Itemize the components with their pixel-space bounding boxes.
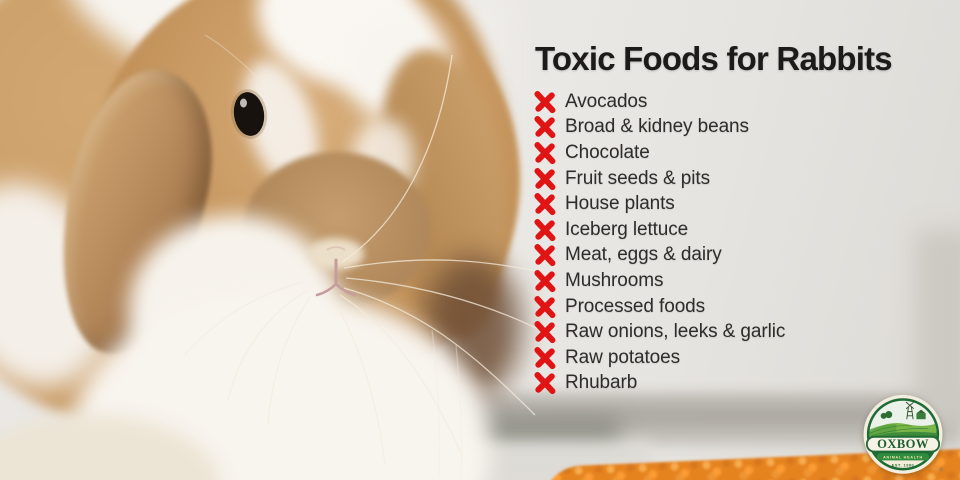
red-x-icon xyxy=(533,347,556,369)
rabbit-nose-patch xyxy=(308,238,364,270)
logo-brand-text: OXBOW xyxy=(877,437,929,451)
red-x-icon xyxy=(533,372,556,394)
food-item-label: Avocados xyxy=(565,90,648,112)
list-item: Rhubarb xyxy=(533,371,953,397)
list-item: House plants xyxy=(533,191,953,217)
food-item-label: Raw potatoes xyxy=(565,346,680,368)
toxic-foods-panel: Toxic Foods for Rabbits Avocados Broad &… xyxy=(533,40,953,396)
food-item-label: Chocolate xyxy=(565,141,650,163)
logo-ribbon xyxy=(876,453,930,461)
oxbow-logo: OXBOW ANIMAL HEALTH EST. 1980 ® xyxy=(861,394,945,478)
food-item-label: Raw onions, leeks & garlic xyxy=(565,321,786,343)
food-item-label: House plants xyxy=(565,193,675,215)
food-item-label: Meat, eggs & dairy xyxy=(565,244,722,266)
list-item: Mushrooms xyxy=(533,268,953,294)
list-item: Broad & kidney beans xyxy=(533,115,953,141)
toxic-foods-list: Avocados Broad & kidney beans Chocolate … xyxy=(533,89,953,396)
red-x-icon xyxy=(533,321,556,343)
list-item: Meat, eggs & dairy xyxy=(533,243,953,269)
food-item-label: Iceberg lettuce xyxy=(565,218,689,240)
logo-established-text: EST. 1980 xyxy=(892,464,914,468)
logo-banner xyxy=(865,435,941,453)
list-item: Processed foods xyxy=(533,294,953,320)
list-item: Iceberg lettuce xyxy=(533,217,953,243)
list-item: Raw potatoes xyxy=(533,345,953,371)
red-x-icon xyxy=(533,244,556,266)
red-x-icon xyxy=(533,219,556,241)
list-item: Chocolate xyxy=(533,140,953,166)
food-item-label: Processed foods xyxy=(565,295,706,317)
list-item: Raw onions, leeks & garlic xyxy=(533,319,953,345)
page-title: Toxic Foods for Rabbits xyxy=(535,40,893,77)
red-x-icon xyxy=(533,91,556,113)
red-x-icon xyxy=(533,296,556,318)
red-x-icon xyxy=(533,193,556,215)
red-x-icon xyxy=(533,270,556,292)
wall-shade xyxy=(916,230,960,430)
food-item-label: Mushrooms xyxy=(565,269,664,291)
list-item: Fruit seeds & pits xyxy=(533,166,953,192)
list-item: Avocados xyxy=(533,89,953,115)
food-item-label: Broad & kidney beans xyxy=(565,116,749,138)
food-item-label: Rhubarb xyxy=(565,372,638,394)
red-x-icon xyxy=(533,168,556,190)
food-item-label: Fruit seeds & pits xyxy=(565,167,710,189)
logo-tagline-text: ANIMAL HEALTH xyxy=(883,455,923,459)
red-x-icon xyxy=(533,116,556,138)
registered-trademark-symbol: ® xyxy=(939,466,943,473)
red-x-icon xyxy=(533,142,556,164)
